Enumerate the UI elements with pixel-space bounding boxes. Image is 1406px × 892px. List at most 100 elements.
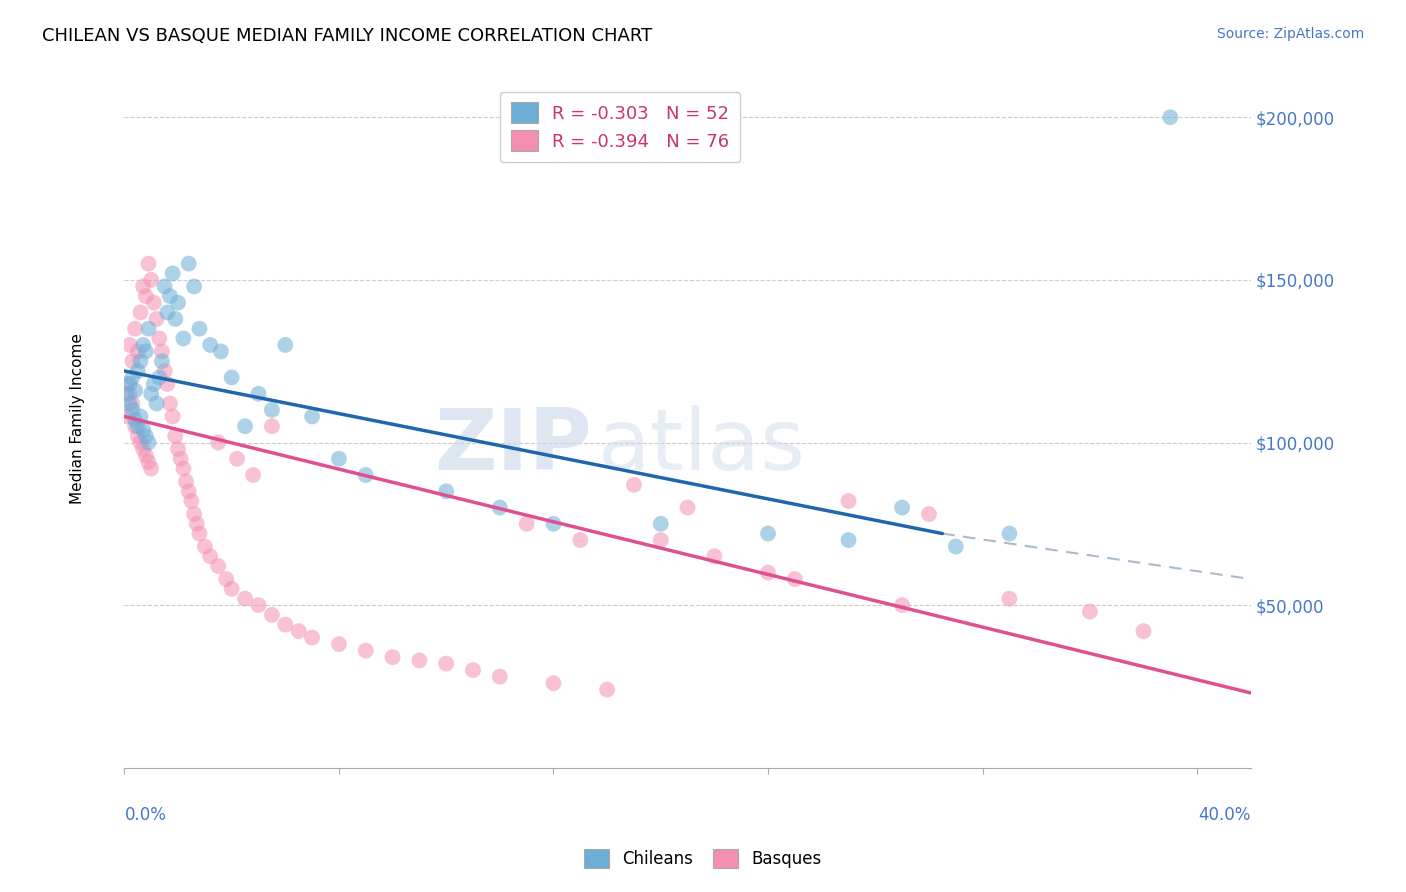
Point bbox=[328, 451, 350, 466]
Point bbox=[129, 354, 152, 368]
Point bbox=[233, 419, 256, 434]
Point bbox=[121, 403, 143, 417]
Point bbox=[301, 631, 323, 645]
Point bbox=[172, 461, 194, 475]
Point bbox=[129, 305, 152, 319]
Point bbox=[162, 409, 184, 424]
Point bbox=[153, 279, 176, 293]
Point bbox=[129, 435, 152, 450]
Point bbox=[274, 338, 297, 352]
Point bbox=[145, 312, 167, 326]
Point bbox=[489, 500, 512, 515]
Point bbox=[159, 396, 181, 410]
Point bbox=[516, 516, 538, 531]
Point bbox=[118, 386, 141, 401]
Point bbox=[118, 338, 141, 352]
Point bbox=[150, 354, 173, 368]
Point bbox=[596, 682, 619, 697]
Point bbox=[124, 321, 146, 335]
Point bbox=[260, 607, 283, 622]
Point bbox=[177, 257, 200, 271]
Point bbox=[221, 370, 243, 384]
Point bbox=[132, 442, 155, 456]
Point bbox=[127, 419, 149, 434]
Point bbox=[650, 516, 672, 531]
Point bbox=[135, 449, 157, 463]
Point bbox=[461, 663, 484, 677]
Point bbox=[209, 344, 232, 359]
Point bbox=[135, 289, 157, 303]
Point bbox=[121, 370, 143, 384]
Point bbox=[121, 354, 143, 368]
Point bbox=[165, 312, 187, 326]
Point bbox=[138, 257, 160, 271]
Point bbox=[121, 396, 143, 410]
Point bbox=[174, 475, 197, 489]
Point bbox=[226, 451, 249, 466]
Point bbox=[172, 331, 194, 345]
Point bbox=[127, 364, 149, 378]
Point bbox=[998, 526, 1021, 541]
Point bbox=[142, 376, 165, 391]
Point bbox=[703, 549, 725, 564]
Point bbox=[141, 273, 163, 287]
Legend: Chileans, Basques: Chileans, Basques bbox=[578, 842, 828, 875]
Point bbox=[260, 403, 283, 417]
Point bbox=[153, 364, 176, 378]
Point bbox=[129, 409, 152, 424]
Point bbox=[221, 582, 243, 596]
Point bbox=[891, 500, 914, 515]
Point bbox=[676, 500, 699, 515]
Point bbox=[141, 461, 163, 475]
Point bbox=[183, 507, 205, 521]
Point bbox=[207, 559, 229, 574]
Point bbox=[756, 526, 779, 541]
Point bbox=[167, 442, 190, 456]
Point bbox=[1132, 624, 1154, 639]
Point bbox=[408, 653, 430, 667]
Point bbox=[138, 321, 160, 335]
Point bbox=[756, 566, 779, 580]
Point bbox=[150, 344, 173, 359]
Point bbox=[177, 484, 200, 499]
Point bbox=[328, 637, 350, 651]
Point bbox=[170, 451, 193, 466]
Point bbox=[180, 494, 202, 508]
Point bbox=[132, 422, 155, 436]
Point bbox=[650, 533, 672, 547]
Point bbox=[138, 455, 160, 469]
Point bbox=[623, 477, 645, 491]
Point bbox=[247, 386, 270, 401]
Point bbox=[115, 386, 138, 401]
Point bbox=[132, 338, 155, 352]
Point bbox=[1159, 111, 1181, 125]
Point bbox=[118, 376, 141, 391]
Point bbox=[124, 413, 146, 427]
Point bbox=[200, 549, 222, 564]
Point bbox=[138, 435, 160, 450]
Point bbox=[434, 484, 457, 499]
Text: 40.0%: 40.0% bbox=[1198, 806, 1251, 824]
Point bbox=[162, 266, 184, 280]
Point bbox=[837, 494, 859, 508]
Point bbox=[381, 650, 404, 665]
Point bbox=[998, 591, 1021, 606]
Point bbox=[186, 516, 208, 531]
Point bbox=[132, 279, 155, 293]
Point bbox=[783, 572, 806, 586]
Point bbox=[156, 376, 179, 391]
Point bbox=[489, 670, 512, 684]
Point bbox=[183, 279, 205, 293]
Point bbox=[141, 386, 163, 401]
Point bbox=[891, 598, 914, 612]
Point bbox=[165, 429, 187, 443]
Point bbox=[301, 409, 323, 424]
Point bbox=[1078, 605, 1101, 619]
Legend: R = -0.303   N = 52, R = -0.394   N = 76: R = -0.303 N = 52, R = -0.394 N = 76 bbox=[499, 92, 740, 162]
Point bbox=[194, 540, 217, 554]
Point bbox=[115, 376, 138, 391]
Point bbox=[233, 591, 256, 606]
Point bbox=[135, 429, 157, 443]
Point bbox=[127, 429, 149, 443]
Point bbox=[167, 295, 190, 310]
